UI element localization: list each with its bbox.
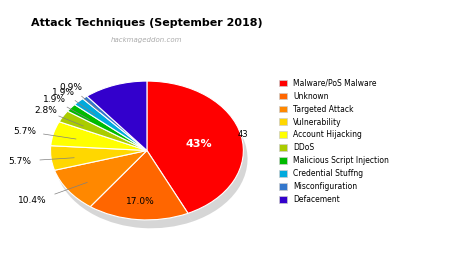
Wedge shape	[64, 119, 151, 159]
Legend: Malware/PoS Malware, Unknown, Targeted Attack, Vulnerability, Account Hijacking,: Malware/PoS Malware, Unknown, Targeted A…	[279, 79, 389, 204]
Wedge shape	[55, 154, 151, 179]
Wedge shape	[147, 81, 243, 213]
Wedge shape	[151, 89, 247, 222]
Text: hackmageddon.com: hackmageddon.com	[111, 37, 182, 43]
Text: 43: 43	[238, 130, 248, 139]
Wedge shape	[94, 159, 192, 228]
Text: 0.9%: 0.9%	[60, 83, 82, 92]
Text: 1.9%: 1.9%	[52, 88, 75, 97]
Wedge shape	[67, 105, 147, 150]
Wedge shape	[72, 113, 151, 159]
Wedge shape	[74, 99, 147, 150]
Wedge shape	[87, 105, 151, 159]
Wedge shape	[51, 122, 147, 150]
Wedge shape	[79, 107, 151, 159]
Wedge shape	[51, 146, 147, 170]
Wedge shape	[91, 89, 151, 159]
Wedge shape	[87, 81, 147, 150]
Text: 17.0%: 17.0%	[126, 197, 155, 206]
Text: 5.7%: 5.7%	[13, 127, 36, 136]
Text: Attack Techniques (September 2018): Attack Techniques (September 2018)	[31, 18, 263, 28]
Wedge shape	[55, 130, 151, 159]
Text: 43%: 43%	[185, 139, 212, 149]
Wedge shape	[59, 159, 151, 215]
Wedge shape	[55, 150, 147, 207]
Text: 10.4%: 10.4%	[18, 196, 46, 205]
Text: 2.8%: 2.8%	[35, 106, 58, 116]
Wedge shape	[83, 96, 147, 150]
Text: 5.7%: 5.7%	[8, 157, 31, 166]
Text: 1.9%: 1.9%	[43, 95, 66, 104]
Wedge shape	[90, 150, 188, 220]
Wedge shape	[59, 111, 147, 150]
